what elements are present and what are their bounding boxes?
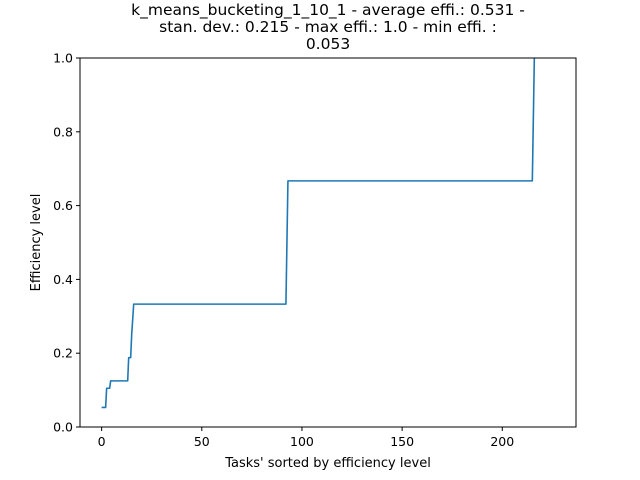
x-tick-label: 200 — [490, 434, 514, 449]
x-tick-label: 0 — [98, 434, 106, 449]
chart-title-line: 0.053 — [306, 35, 350, 53]
y-tick-label: 0.6 — [53, 198, 73, 213]
chart-title-line: k_means_bucketing_1_10_1 - average effi.… — [131, 1, 525, 20]
chart-title: k_means_bucketing_1_10_1 - average effi.… — [131, 1, 525, 53]
series-line — [101, 57, 536, 409]
chart-title-line: stan. dev.: 0.215 - max effi.: 1.0 - min… — [159, 18, 497, 36]
x-axis-label: Tasks' sorted by efficiency level — [224, 456, 431, 471]
y-axis-label: Efficiency level — [29, 194, 44, 292]
x-tick-label: 50 — [194, 434, 210, 449]
y-tick-label: 0.4 — [53, 272, 73, 287]
y-tick-label: 0.0 — [53, 420, 73, 435]
x-tick-label: 100 — [290, 434, 314, 449]
plot-frame — [79, 57, 577, 428]
y-axis-ticks: 0.0 0.2 0.4 0.6 0.8 1.0 — [53, 51, 80, 435]
y-tick-label: 0.2 — [53, 346, 73, 361]
x-tick-label: 150 — [390, 434, 414, 449]
y-tick-label: 1.0 — [53, 51, 73, 66]
y-tick-label: 0.8 — [53, 124, 73, 139]
plot-area — [79, 57, 577, 428]
x-axis-ticks: 0 50 100 150 200 — [98, 427, 514, 449]
